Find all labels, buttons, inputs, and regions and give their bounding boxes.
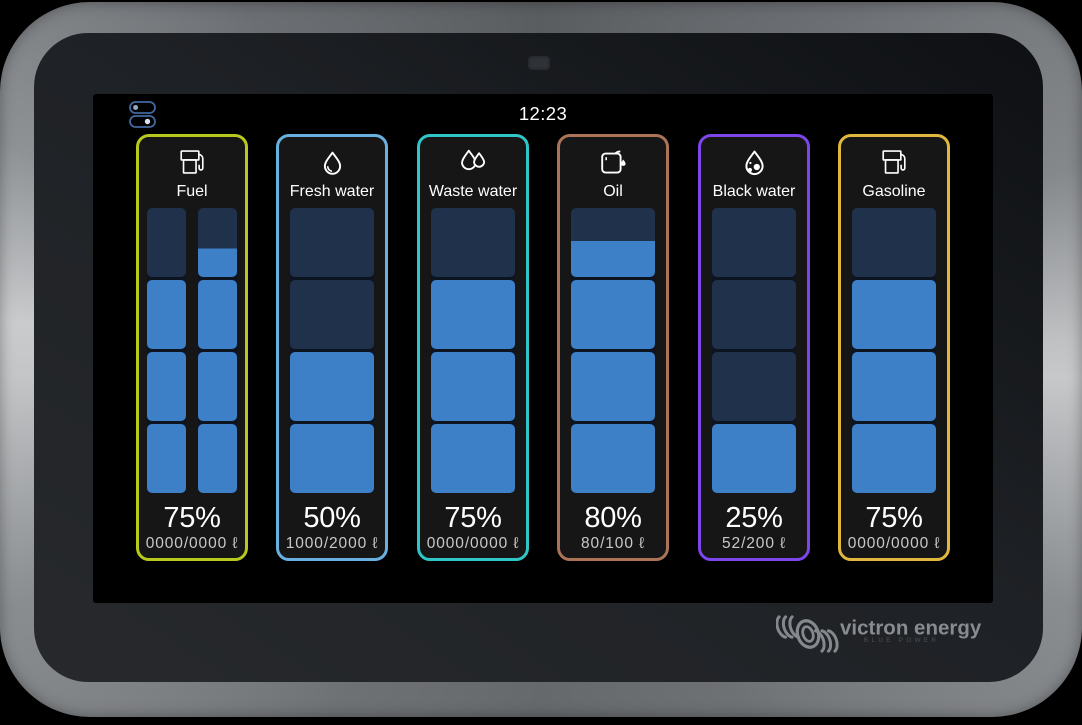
svg-text:victron energy: victron energy [840, 617, 982, 640]
svg-text:BLUE POWER: BLUE POWER [864, 637, 939, 644]
